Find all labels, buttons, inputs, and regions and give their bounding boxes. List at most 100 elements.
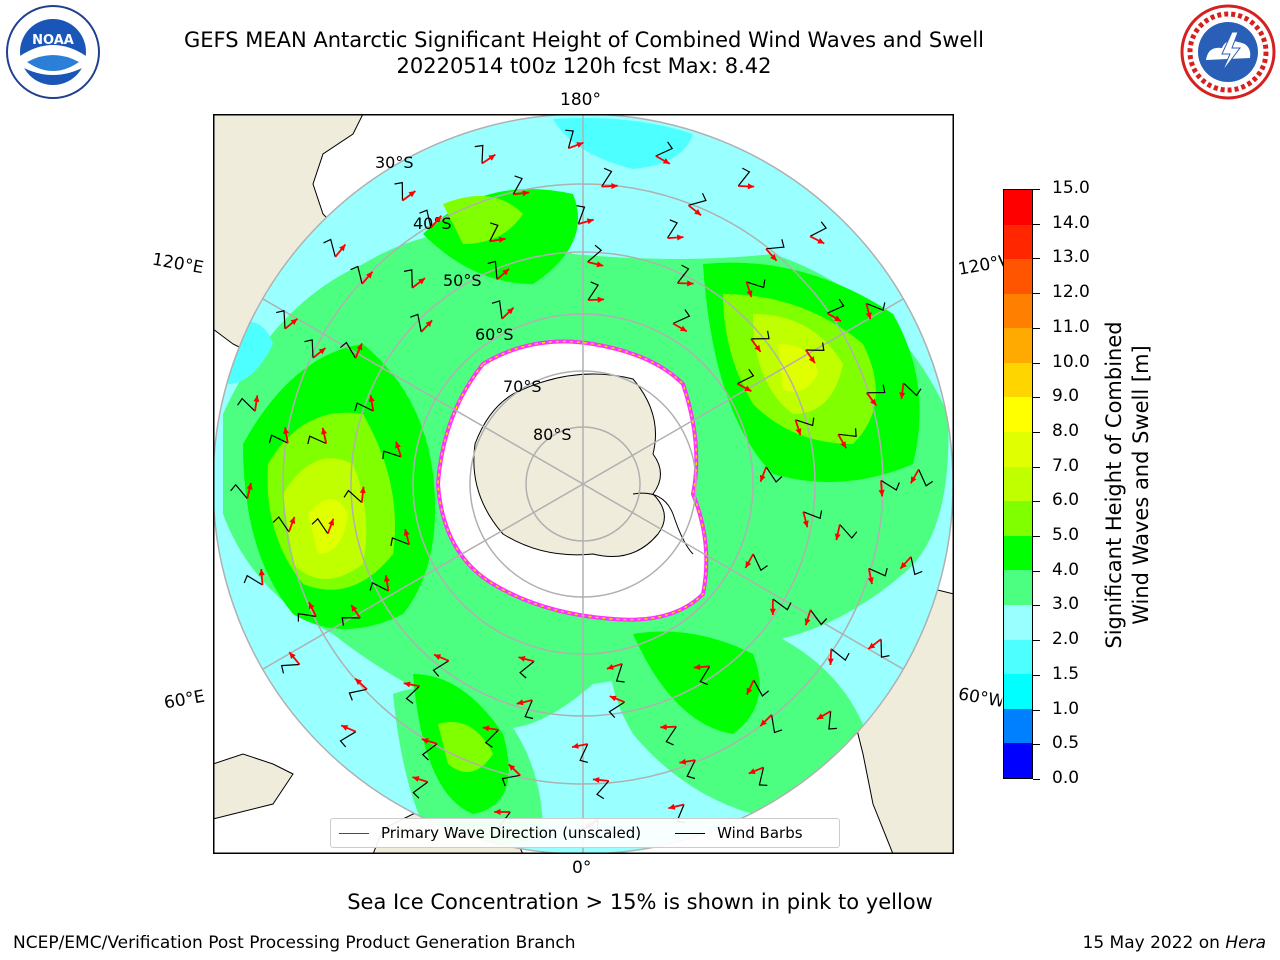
wind-barb (809, 221, 828, 237)
wave-arrow-head (748, 768, 756, 774)
wind-barb (737, 167, 751, 187)
lon-label-0: 0° (572, 858, 592, 878)
wind-barb (608, 701, 625, 719)
colorbar-tick-mark (1033, 570, 1040, 572)
wind-barb (880, 639, 890, 658)
colorbar-band (1004, 397, 1032, 433)
wave-arrow-head (746, 687, 753, 695)
wind-barb (903, 382, 922, 397)
wind-barb (339, 341, 357, 359)
wave-arrow-head (802, 520, 809, 528)
wind-barb (666, 219, 678, 239)
wave-arrow-head (502, 268, 509, 276)
wave-arrow-head (289, 516, 296, 524)
wind-barb (512, 175, 523, 195)
wind-barb (432, 660, 450, 677)
wind-barb (410, 313, 422, 333)
wave-arrow-head (870, 398, 877, 406)
wave-arrow-head (351, 604, 358, 612)
colorbar-tick-mark (1033, 223, 1040, 225)
wind-barb (830, 648, 850, 662)
chart-subtitle-forecast: 20220514 t00z 120h fcst Max: 8.42 (396, 54, 772, 78)
wind-barb (839, 524, 858, 539)
colorbar-band (1004, 674, 1032, 709)
wave-arrow-head (434, 654, 441, 660)
wind-barb (519, 660, 535, 679)
wind-barb (758, 767, 768, 786)
colorbar-tick-label: 2.0 (1052, 629, 1080, 650)
wave-arrow-head (878, 489, 885, 497)
wave-arrow-head (403, 529, 410, 536)
wave-arrow-head (341, 725, 349, 731)
wave-arrow-head (506, 307, 514, 315)
wind-barb (343, 489, 363, 504)
wave-arrow-head (609, 695, 617, 702)
wind-barb (765, 466, 783, 483)
wave-arrow-head (759, 474, 766, 482)
antarctica (435, 339, 709, 622)
wind-barb (339, 731, 357, 748)
noaa-logo-icon: NOAA (5, 4, 101, 104)
wind-barb (272, 516, 290, 533)
wave-arrow-head (488, 154, 496, 161)
wind-barb (230, 483, 248, 499)
colorbar-tick-label: 9.0 (1052, 386, 1080, 407)
legend-item-wind-barbs: Wind Barbs (675, 824, 803, 842)
wave-arrow-head (679, 758, 687, 765)
wave-arrow-head (328, 518, 334, 526)
wave-arrow-head (356, 343, 363, 351)
wave-arrow-head (576, 142, 584, 148)
legend-label-wind-barbs: Wind Barbs (717, 824, 803, 842)
wave-arrow-head (827, 658, 834, 665)
wave-arrow-head (899, 392, 906, 399)
colorbar-label-line2: Wind Waves and Swell [m] (1129, 345, 1153, 625)
colorbar-band (1004, 501, 1032, 536)
wind-barb (280, 663, 300, 674)
colorbar-tick-label: 5.0 (1052, 525, 1080, 546)
wave-arrow-head (421, 738, 429, 744)
wind-barb (489, 222, 499, 242)
legend-swatch-red (339, 832, 369, 834)
wind-barb (750, 330, 770, 340)
colorbar-tick-label: 3.0 (1052, 594, 1080, 615)
wave-arrow-head (395, 441, 401, 449)
wave-arrow-head (679, 325, 687, 332)
wind-barb (805, 342, 825, 352)
wave-arrow-head (770, 254, 777, 261)
wind-barb (746, 279, 766, 289)
wind-barb (686, 759, 696, 780)
lat-label-70s: 70°S (503, 377, 542, 396)
wave-arrow-head (253, 395, 260, 402)
colorbar-band (1004, 259, 1032, 294)
wave-arrow-head (769, 608, 776, 615)
wave-arrow-head (660, 724, 667, 731)
wave-arrow-head (910, 476, 917, 484)
colorbar-tick-label: 0.5 (1052, 733, 1080, 754)
wave-arrow-head (606, 664, 614, 670)
colorbar-tick-mark (1033, 397, 1040, 399)
wind-barb (348, 688, 368, 701)
wave-arrow-head (359, 486, 366, 494)
wind-barb (771, 714, 783, 734)
noaa-logo-text: NOAA (32, 33, 74, 48)
wave-arrow-head (321, 427, 328, 435)
footer-date-text: 15 May 2022 on (1082, 933, 1220, 953)
colorbar-tick-label: 13.0 (1052, 247, 1090, 268)
wave-arrow-head (840, 441, 847, 449)
wave-arrow-head (435, 215, 442, 223)
wind-barb (828, 711, 837, 730)
wave-arrow-head (804, 618, 811, 626)
lat-label-80s: 80°S (533, 425, 572, 444)
wind-barb (753, 679, 769, 697)
wind-barb (304, 339, 314, 358)
wave-arrow-head (383, 575, 390, 582)
wave-arrow-head (339, 244, 346, 252)
wind-barb (596, 780, 610, 800)
colorbar-tick-mark (1033, 362, 1040, 364)
colorbar-band (1004, 570, 1032, 605)
colorbar-band (1004, 708, 1032, 744)
wind-barb (390, 537, 410, 547)
wind-barb (576, 205, 586, 225)
colorbar (1003, 189, 1033, 779)
lon-label-60e: 60°E (162, 686, 207, 714)
